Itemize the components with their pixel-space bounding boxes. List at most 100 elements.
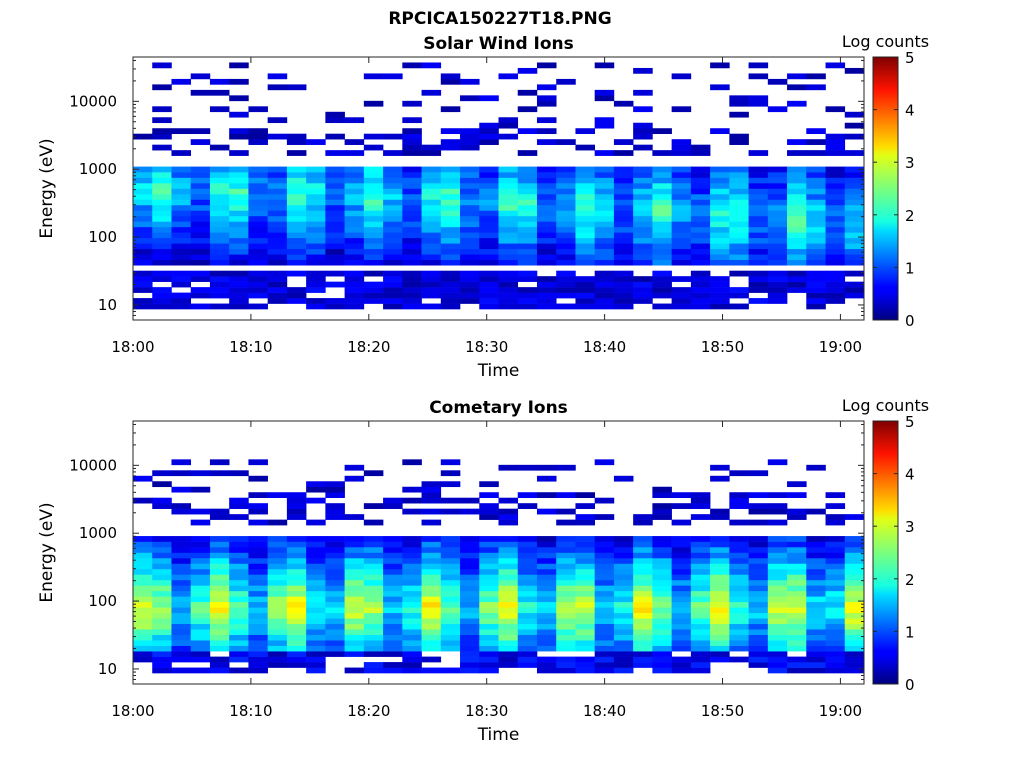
heatmap-cell (267, 276, 288, 282)
heatmap-cell (806, 464, 826, 471)
heatmap-cell (806, 193, 826, 200)
heatmap-cell (421, 623, 442, 630)
heatmap-cell (363, 568, 384, 575)
heatmap-cell (421, 596, 442, 603)
heatmap-cell (306, 623, 326, 630)
heatmap-cell (498, 303, 519, 310)
heatmap-cell (575, 557, 595, 564)
heatmap-cell (633, 629, 653, 635)
heatmap-cell (306, 585, 326, 592)
heatmap-cell (710, 226, 730, 233)
heatmap-cell (306, 248, 326, 255)
heatmap-cell (325, 536, 345, 542)
heatmap-cell (383, 662, 403, 668)
heatmap-cell (133, 623, 153, 630)
heatmap-cell (325, 486, 345, 493)
heatmap-cell (517, 607, 538, 614)
heatmap-cell (594, 651, 615, 657)
heatmap-cell (671, 144, 692, 151)
heatmap-cell (171, 281, 192, 288)
heatmap-cell (690, 150, 711, 156)
heatmap-cell (440, 144, 461, 151)
heatmap-cell (306, 547, 326, 553)
heatmap-cell (325, 303, 345, 310)
heatmap-cell (460, 226, 480, 233)
heatmap-cell (613, 585, 634, 592)
heatmap-cell (806, 270, 826, 277)
heatmap-cell (152, 243, 172, 250)
heatmap-cell (133, 243, 153, 250)
heatmap-cell (787, 237, 807, 244)
heatmap-cell (440, 188, 461, 195)
heatmap-cell (710, 292, 730, 299)
heatmap-cell (633, 651, 653, 657)
heatmap-cell (479, 243, 499, 250)
heatmap-cell (633, 172, 653, 178)
heatmap-cell (498, 596, 519, 603)
heatmap-cell (517, 150, 538, 156)
heatmap-cell (460, 128, 480, 135)
heatmap-cell (267, 618, 288, 625)
heatmap-cell (383, 270, 403, 277)
heatmap-cell (133, 656, 153, 663)
heatmap-cell (229, 150, 249, 156)
heatmap-cell (787, 254, 807, 261)
heatmap-cell (286, 601, 307, 608)
heatmap-cell (536, 237, 557, 244)
heatmap-cell (209, 596, 230, 603)
heatmap-cell (402, 183, 422, 189)
heatmap-cell (267, 172, 288, 178)
heatmap-cell (171, 585, 192, 592)
heatmap-cell (556, 536, 576, 542)
heatmap-cell (536, 607, 557, 614)
heatmap-cell (536, 210, 557, 217)
heatmap-cell (209, 78, 230, 85)
heatmap-cell (594, 183, 615, 189)
heatmap-cell (690, 514, 711, 520)
heatmap-cell (286, 210, 307, 217)
heatmap-cell (152, 254, 172, 261)
heatmap-cell (171, 470, 192, 477)
heatmap-cell (498, 243, 519, 250)
heatmap-cell (209, 568, 230, 575)
heatmap-cell (825, 514, 846, 520)
heatmap-cell (825, 568, 846, 575)
heatmap-cell (209, 204, 230, 211)
heatmap-cell (767, 177, 788, 184)
heatmap-cell (690, 188, 711, 195)
heatmap-cell (402, 568, 422, 575)
heatmap-cell (440, 106, 461, 113)
heatmap-cell (460, 248, 480, 255)
heatmap-cell (344, 254, 365, 261)
heatmap-cell (286, 237, 307, 244)
heatmap-cell (479, 568, 499, 575)
heatmap-cell (229, 612, 249, 619)
heatmap-cell (748, 662, 769, 668)
heatmap-cell (383, 298, 403, 304)
heatmap-cell (767, 640, 788, 646)
heatmap-cell (383, 645, 403, 652)
heatmap-cell (767, 237, 788, 244)
heatmap-cell (421, 193, 442, 200)
heatmap-cell (498, 607, 519, 614)
heatmap-cell (536, 623, 557, 630)
heatmap-cell (383, 640, 403, 646)
heatmap-cell (710, 243, 730, 250)
heatmap-cell (248, 563, 268, 570)
heatmap-cell (460, 166, 480, 173)
heatmap-cell (248, 662, 268, 668)
heatmap-cell (344, 226, 365, 233)
heatmap-cell (594, 607, 615, 614)
heatmap-cell (517, 557, 538, 564)
heatmap-cell (767, 188, 788, 195)
heatmap-cell (825, 144, 846, 151)
heatmap-cell (383, 232, 403, 239)
heatmap-cell (729, 111, 749, 118)
heatmap-cell (671, 139, 692, 145)
heatmap-cell (652, 557, 672, 564)
heatmap-cell (171, 667, 192, 674)
heatmap-cell (479, 193, 499, 200)
heatmap-cell (286, 221, 307, 228)
heatmap-cell (767, 259, 788, 266)
heatmap-cell (267, 226, 288, 233)
